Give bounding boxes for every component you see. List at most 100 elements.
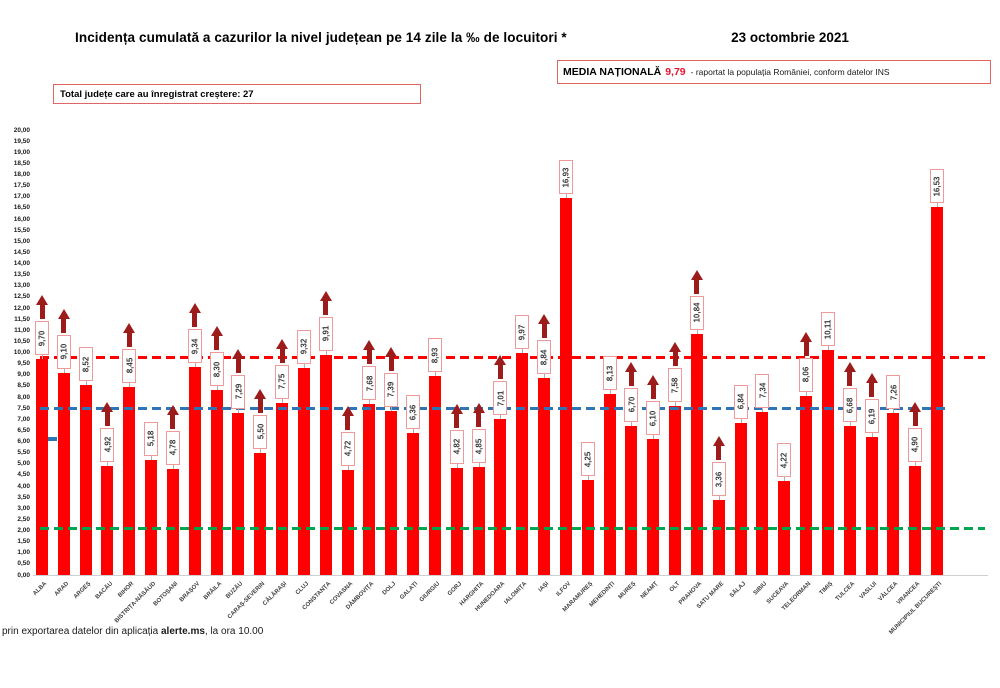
bar-value-label: 6,10	[646, 401, 661, 436]
county-label: IAȘI	[537, 581, 551, 594]
arrow-head	[188, 303, 201, 314]
bar-value-text: 7,29	[233, 384, 243, 400]
bar-value-label: 4,72	[340, 431, 355, 466]
bar	[669, 406, 682, 575]
bar	[647, 439, 660, 575]
y-tick-label: 14,50	[13, 248, 30, 256]
bar-value-text: 7,26	[888, 384, 898, 401]
county-label: ARGEȘ	[72, 581, 92, 601]
report-date: 23 octombrie 2021	[731, 30, 849, 45]
label-leader-line	[194, 363, 196, 368]
bar-value-label: 7,58	[668, 368, 683, 403]
bar	[341, 469, 354, 575]
bar	[843, 426, 856, 575]
arrow-stem	[650, 385, 656, 400]
y-tick-label: 17,50	[13, 182, 30, 190]
bar-value-text: 8,13	[605, 365, 615, 381]
bar-value-text: 4,82	[452, 438, 462, 455]
label-leader-line	[456, 463, 458, 468]
ref-line-prag-albastru	[40, 406, 945, 410]
bar-value-label: 6,19	[864, 399, 879, 434]
arrow-stem	[366, 350, 372, 365]
ref-line-prag-verde	[40, 526, 985, 530]
arrow-head	[669, 342, 682, 353]
y-tick-label: 1,00	[17, 549, 30, 557]
bar	[734, 422, 747, 575]
county-label: MARAMUREȘ	[561, 581, 594, 614]
county-label: TIMIȘ	[818, 581, 835, 597]
county-label: GALAȚI	[399, 581, 420, 602]
y-tick-label: 8,50	[17, 382, 30, 390]
arrow-head	[254, 388, 267, 399]
bar-value-label: 7,01	[493, 381, 508, 416]
y-tick-label: 6,00	[17, 438, 30, 445]
bar-value-text: 4,25	[583, 451, 593, 468]
bar-value-text: 6,36	[408, 404, 418, 421]
label-leader-line	[609, 390, 611, 395]
arrow-head	[57, 308, 70, 319]
y-tick-label: 10,50	[13, 337, 30, 345]
y-tick-label: 17,00	[13, 193, 30, 201]
bar-value-label: 4,92	[100, 427, 115, 462]
y-tick-label: 15,00	[13, 237, 30, 245]
bar-value-label: 8,06	[799, 357, 814, 392]
increase-arrow-icon	[100, 401, 114, 426]
label-leader-line	[762, 407, 764, 412]
arrow-stem	[716, 446, 722, 461]
bar	[821, 350, 834, 575]
label-leader-line	[282, 398, 284, 403]
label-leader-line	[347, 465, 349, 470]
bar	[865, 437, 878, 575]
bar-value-text: 4,85	[474, 438, 484, 454]
bar-value-label: 5,50	[253, 414, 268, 449]
arrow-head	[385, 346, 398, 357]
arrow-stem	[454, 413, 460, 428]
y-tick-label: 2,00	[17, 527, 30, 534]
increase-arrow-icon	[253, 388, 267, 413]
label-leader-line	[391, 406, 393, 411]
bar	[79, 385, 92, 575]
y-tick-label: 11,00	[14, 326, 30, 334]
county-label: GIURGIU	[418, 581, 442, 604]
label-leader-line	[85, 381, 87, 386]
bar	[145, 459, 158, 575]
label-leader-line	[696, 329, 698, 334]
label-leader-line	[871, 433, 873, 438]
arrow-head	[166, 404, 179, 415]
arrow-stem	[235, 358, 241, 373]
bar-value-label: 7,26	[886, 375, 901, 410]
bar-value-label: 7,29	[231, 374, 246, 409]
increase-arrow-icon	[362, 340, 376, 365]
national-average-note: - raportat la populația României, confor…	[690, 67, 890, 77]
y-tick-label: 15,50	[13, 226, 30, 234]
bar-value-text: 6,70	[626, 397, 636, 413]
arrow-head	[36, 295, 48, 306]
arrow-stem	[214, 336, 220, 351]
bar	[538, 378, 551, 575]
county-label: MEHEDINȚI	[588, 581, 616, 609]
bar-value-text: 6,68	[845, 397, 855, 414]
arrow-head	[494, 355, 507, 366]
increase-arrow-icon	[166, 404, 180, 429]
arrow-head	[232, 348, 245, 359]
footer-note: prin exportarea datelor din aplicația al…	[2, 626, 263, 637]
county-label: VÂLCEA	[877, 581, 900, 603]
arrow-stem	[388, 356, 394, 371]
increase-arrow-icon	[122, 322, 136, 347]
county-label: DÂMBOVIȚA	[345, 581, 376, 611]
increase-arrow-icon	[384, 346, 398, 371]
label-leader-line	[434, 372, 436, 377]
bar	[931, 207, 944, 575]
bar-value-text: 4,92	[102, 436, 112, 453]
y-tick-label: 4,00	[17, 482, 30, 490]
arrow-stem	[541, 324, 547, 339]
y-tick-label: 3,00	[17, 504, 30, 512]
stray-blue-mark	[44, 437, 57, 441]
bar-value-text: 7,39	[386, 381, 396, 398]
label-leader-line	[107, 461, 109, 466]
bar-value-label: 7,75	[275, 364, 290, 399]
bar	[232, 412, 245, 575]
increase-arrow-icon	[646, 375, 660, 400]
bar-value-text: 6,19	[867, 408, 877, 425]
bar-value-text: 8,93	[430, 347, 440, 364]
